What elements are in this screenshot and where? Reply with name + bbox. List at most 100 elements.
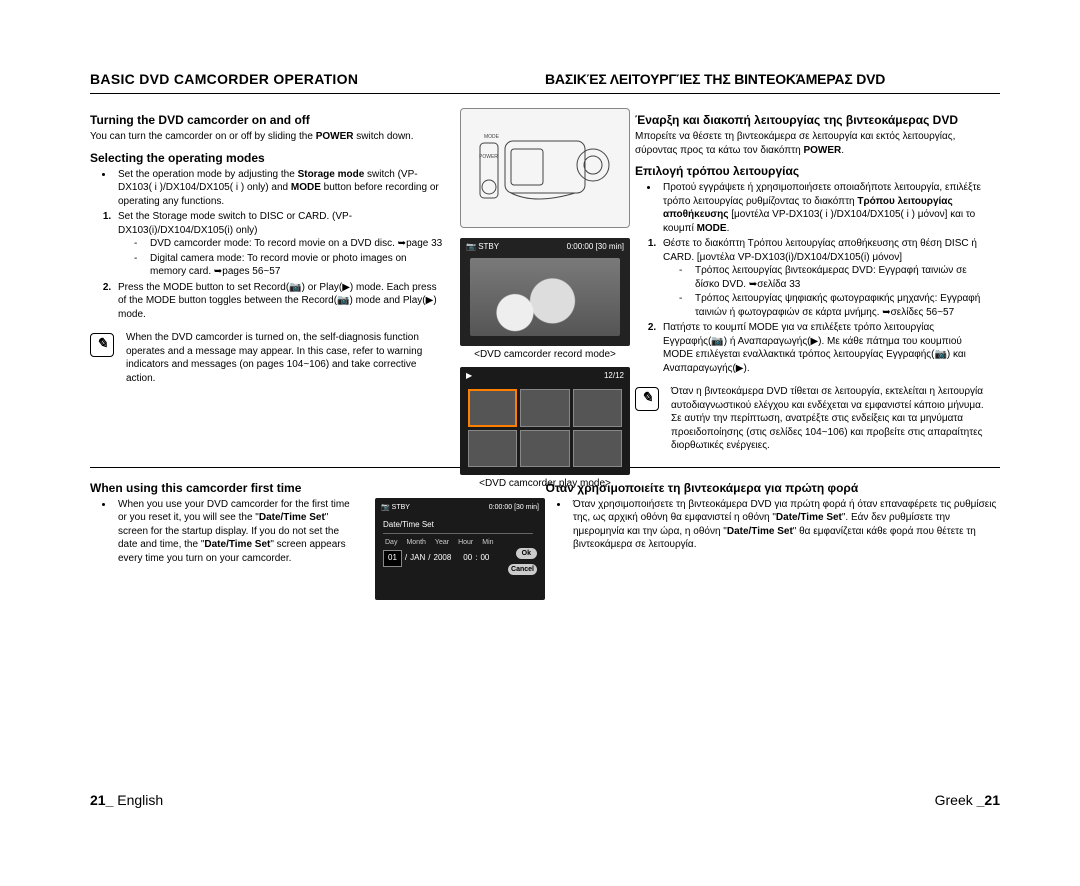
text: POWER: [803, 145, 841, 156]
bullet: Set the operation mode by adjusting the …: [114, 168, 445, 209]
text: MODE: [697, 223, 727, 234]
note-right: ✎ Όταν η βιντεοκάμερα DVD τίθεται σε λει…: [635, 385, 990, 453]
right-h3: Όταν χρησιμοποιείτε τη βιντεοκάμερα για …: [545, 480, 1000, 496]
lower-left: When using this camcorder first time Whe…: [90, 476, 545, 600]
note-icon: ✎: [635, 387, 659, 411]
title-right: ΒΑΣΙΚΈΣ ΛΕΙΤΟΥΡΓΊΕΣ ΤΗΣ ΒΙΝΤΕΟΚΆΜΕΡΑΣ DV…: [545, 70, 1000, 94]
lower-columns: When using this camcorder first time Whe…: [90, 476, 1000, 600]
page-number: 21_: [90, 792, 113, 808]
text: switch down.: [353, 131, 413, 142]
text: Μπορείτε να θέσετε τη βιντεοκάμερα σε λε…: [635, 131, 955, 156]
text: .: [841, 145, 844, 156]
page-footer: 21_ English Greek _21: [90, 791, 1000, 810]
dash-item: Τρόπος λειτουργίας βιντεοκάμερας DVD: Εγ…: [691, 264, 990, 291]
main-columns: Turning the DVD camcorder on and off You…: [90, 108, 1000, 453]
dt-head: Month: [406, 538, 425, 547]
text: MODE: [291, 182, 321, 193]
dt-cancel: Cancel: [508, 564, 537, 575]
right-ft-bullets: Όταν χρησιμοποιήσετε τη βιντεοκάμερα DVD…: [569, 498, 1000, 552]
right-numlist: Θέστε το διακόπτη Τρόπου λειτουργίας απο…: [659, 237, 990, 375]
text: or: [284, 211, 298, 222]
english-column: Turning the DVD camcorder on and off You…: [90, 108, 445, 453]
note-text: When the DVD camcorder is turned on, the…: [122, 331, 445, 385]
svg-text:POWER: POWER: [479, 154, 498, 160]
note-icon: ✎: [90, 333, 114, 357]
text: Date/Time Set: [204, 539, 270, 550]
camcorder-diagram: MODE POWER: [460, 108, 630, 228]
text: στη θέση: [899, 238, 945, 249]
text: ή: [969, 238, 977, 249]
text: Τρόπου λειτουργίας αποθήκευσης: [748, 238, 899, 249]
text: MODE: [749, 322, 779, 333]
dt-val: 00: [463, 553, 472, 564]
list-item: Press the MODE button to set Record(📷) o…: [114, 281, 445, 322]
list-item: Θέστε το διακόπτη Τρόπου λειτουργίας απο…: [659, 237, 990, 319]
dt-time: 0:00:00 [30 min]: [489, 503, 539, 512]
lang-label: Greek: [935, 792, 977, 808]
dt-val: 2008: [434, 553, 452, 564]
dt-head: Day: [385, 538, 397, 547]
dt-head: Min: [482, 538, 493, 547]
text: .: [727, 223, 730, 234]
left-h2: Selecting the operating modes: [90, 150, 445, 166]
dash-item: Digital camera mode: To record movie or …: [146, 252, 445, 279]
greek-column: Έναρξη και διακοπή λειτουργίας της βιντε…: [635, 108, 990, 453]
bullet: When you use your DVD camcorder for the …: [114, 498, 353, 566]
left-ft-bullets: When you use your DVD camcorder for the …: [114, 498, 353, 566]
list-item: Set the Storage mode switch to DISC or C…: [114, 210, 445, 279]
text: Date/Time Set: [259, 512, 325, 523]
manual-page: BASIC DVD CAMCORDER OPERATION ΒΑΣΙΚΈΣ ΛΕ…: [90, 70, 1000, 810]
text: Date/Time Set: [727, 526, 793, 537]
camcorder-icon: MODE POWER: [475, 123, 615, 213]
play-mode-screen: ▶12/12: [460, 367, 630, 475]
text: Press the: [118, 282, 163, 293]
page-number: _21: [977, 792, 1000, 808]
play-count: 12/12: [604, 371, 624, 383]
svg-text:MODE: MODE: [484, 134, 500, 140]
text: MODE: [163, 282, 193, 293]
footer-left: 21_ English: [90, 791, 163, 810]
text: Set the: [118, 211, 152, 222]
text: DISC: [945, 238, 969, 249]
text: switch to: [215, 211, 259, 222]
footer-right: Greek _21: [935, 791, 1000, 810]
dt-val: 00: [480, 553, 489, 564]
dash-item: Τρόπος λειτουργίας ψηφιακής φωτογραφικής…: [691, 292, 990, 319]
dt-val: JAN: [410, 553, 425, 564]
left-bullets: Set the operation mode by adjusting the …: [114, 168, 445, 209]
lang-label: English: [113, 792, 163, 808]
dash-item: DVD camcorder mode: To record movie on a…: [146, 237, 445, 251]
text: CARD: [663, 252, 691, 263]
text: You can turn the camcorder on or off by …: [90, 131, 316, 142]
text: MODE: [663, 349, 693, 360]
text: MODE: [146, 295, 176, 306]
text: CARD: [298, 211, 326, 222]
note-left: ✎ When the DVD camcorder is turned on, t…: [90, 331, 445, 385]
left-h3: When using this camcorder first time: [90, 480, 545, 496]
dash-list: DVD camcorder mode: To record movie on a…: [146, 237, 445, 279]
right-p1: Μπορείτε να θέσετε τη βιντεοκάμερα σε λε…: [635, 130, 990, 157]
lower-right: Όταν χρησιμοποιείτε τη βιντεοκάμερα για …: [545, 476, 1000, 600]
note-text: Όταν η βιντεοκάμερα DVD τίθεται σε λειτο…: [667, 385, 990, 453]
dt-label: Date/Time Set: [383, 520, 533, 534]
text: DISC: [260, 211, 284, 222]
dt-head: Hour: [458, 538, 473, 547]
dt-head: Year: [435, 538, 449, 547]
bullet: Όταν χρησιμοποιήσετε τη βιντεοκάμερα DVD…: [569, 498, 1000, 552]
title-left: BASIC DVD CAMCORDER OPERATION: [90, 70, 545, 94]
left-h1: Turning the DVD camcorder on and off: [90, 112, 445, 128]
dt-val: 01: [383, 550, 402, 567]
text: Storage mode: [298, 169, 365, 180]
text: Set the operation mode by adjusting the: [118, 169, 298, 180]
text: επιλέγεται εναλλακτικά τρόπος λειτουργία…: [663, 349, 966, 374]
dt-ok: Ok: [516, 548, 537, 559]
datetime-screen: 📷 STBY 0:00:00 [30 min] Date/Time Set Da…: [375, 498, 545, 600]
dash-list: Τρόπος λειτουργίας βιντεοκάμερας DVD: Εγ…: [691, 264, 990, 319]
caption-record: <DVD camcorder record mode>: [474, 348, 616, 362]
text: Πατήστε το κουμπί: [663, 322, 749, 333]
text: Θέστε το διακόπτη: [663, 238, 748, 249]
left-p1: You can turn the camcorder on or off by …: [90, 130, 445, 144]
list-item: Πατήστε το κουμπί MODE για να επιλέξετε …: [659, 321, 990, 375]
center-figures: MODE POWER 📷 STBY 0:00:00 [30 min] <DVD …: [455, 108, 635, 491]
record-mode-screen: 📷 STBY 0:00:00 [30 min]: [460, 238, 630, 346]
